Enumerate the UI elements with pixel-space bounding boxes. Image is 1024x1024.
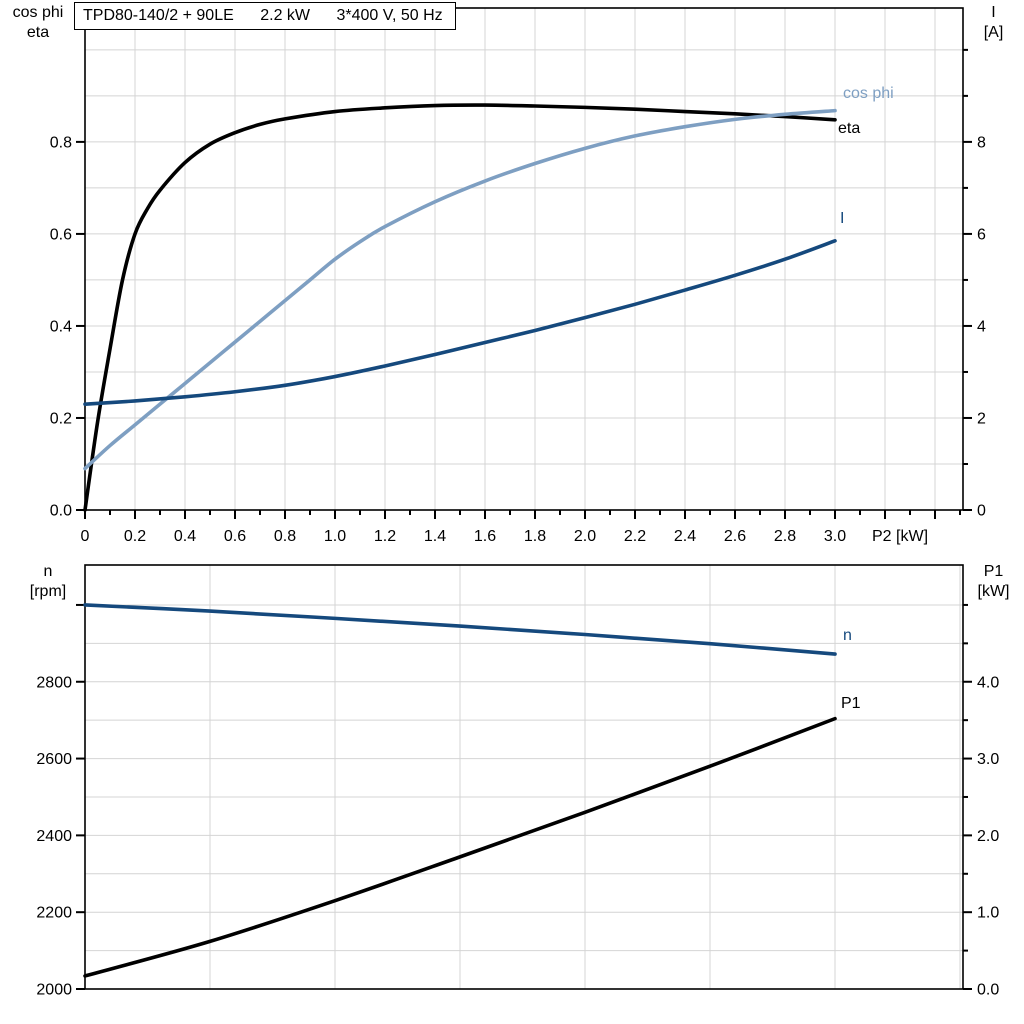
curve-speed <box>83 603 837 656</box>
chart-title-voltage: 3*400 V, 50 Hz <box>336 7 443 24</box>
plot-frame-top <box>84 7 964 511</box>
current-axis-label: I <box>991 4 996 21</box>
y-left-tick-label: 2600 <box>36 751 72 768</box>
gridlines-top <box>85 8 963 510</box>
y-left-tick-label: 0.8 <box>50 134 72 151</box>
y-right-tick-label: 2 <box>977 410 986 427</box>
curve-current <box>83 239 837 406</box>
input-power-axis-unit-label: [kW] <box>977 583 1010 600</box>
top-left-axis-title: cos phi eta <box>0 3 76 43</box>
y-right-ticks-top: 0 2 4 6 8 <box>963 48 986 520</box>
y-right-ticks-bottom: 0.0 1.0 2.0 3.0 4.0 <box>963 603 999 999</box>
y-left-tick-label: 2000 <box>36 982 72 999</box>
chart-title-power: 2.2 kW <box>260 7 311 24</box>
x-tick-label: 1.2 <box>374 528 396 545</box>
y-right-tick-label: 8 <box>977 134 986 151</box>
current-axis-unit-label: [A] <box>983 24 1004 41</box>
y-left-tick-label: 0.2 <box>50 410 72 427</box>
curve-cos-phi <box>83 108 837 471</box>
x-tick-label: 2.8 <box>774 528 796 545</box>
x-axis-ticks-top: 0 0.2 0.4 0.6 0.8 1.0 1.2 1.4 1.6 1.8 2.0 2.2 2.4 2.6… <box>81 510 961 545</box>
curve-label-cos-phi: cos phi <box>843 85 894 102</box>
y-right-tick-label: 3.0 <box>977 751 999 768</box>
bottom-left-axis-title: n [rpm] <box>12 562 84 602</box>
curve-eta <box>83 103 837 512</box>
eta-axis-label: eta <box>26 24 50 41</box>
cos-phi-axis-label: cos phi <box>12 4 64 21</box>
y-right-tick-label: 2.0 <box>977 828 999 845</box>
chart-title-box: TPD80-140/2 + 90LE 2.2 kW 3*400 V, 50 Hz <box>74 2 456 30</box>
speed-axis-unit-label: [rpm] <box>29 583 67 600</box>
x-tick-label: 2.0 <box>574 528 596 545</box>
curve-label-current: I <box>840 210 844 227</box>
x-tick-label: 0.8 <box>274 528 296 545</box>
y-right-tick-label: 0 <box>977 503 986 520</box>
x-tick-label: 0.2 <box>124 528 146 545</box>
curve-input-power <box>83 716 837 978</box>
y-right-tick-label: 4.0 <box>977 674 999 691</box>
panel-top: 0 0.2 0.4 0.6 0.8 1.0 1.2 1.4 1.6 1.8 2.0 2.2 2.4 2.6… <box>50 7 986 545</box>
input-power-axis-label: P1 <box>983 563 1004 580</box>
y-left-tick-label: 2400 <box>36 828 72 845</box>
y-right-tick-label: 6 <box>977 226 986 243</box>
y-left-tick-label: 2200 <box>36 905 72 922</box>
x-tick-label: 1.6 <box>474 528 496 545</box>
x-axis-title: P2 [kW] <box>872 528 928 545</box>
panel-bottom: 2000 2200 2400 2600 2800 0.0 1.0 2.0 3.0 4.0 n P1 <box>36 564 999 999</box>
y-right-tick-label: 1.0 <box>977 905 999 922</box>
x-tick-label: 2.4 <box>674 528 696 545</box>
y-left-tick-label: 2800 <box>36 674 72 691</box>
x-tick-label: 2.6 <box>724 528 746 545</box>
x-tick-label: 1.4 <box>424 528 446 545</box>
speed-axis-label: n <box>43 563 53 580</box>
curve-label-speed: n <box>843 627 852 644</box>
y-left-ticks-top: 0.0 0.2 0.4 0.6 0.8 <box>50 134 85 520</box>
y-left-tick-label: 0.6 <box>50 226 72 243</box>
gridlines-bottom <box>85 565 963 989</box>
x-tick-label: 3.0 <box>824 528 846 545</box>
y-left-tick-label: 0.4 <box>50 318 72 335</box>
y-right-tick-label: 4 <box>977 318 986 335</box>
x-tick-label: 1.8 <box>524 528 546 545</box>
chart-title-model: TPD80-140/2 + 90LE <box>83 7 234 24</box>
x-tick-label: 0.6 <box>224 528 246 545</box>
bottom-right-axis-title: P1 [kW] <box>963 562 1024 602</box>
y-left-ticks-bottom: 2000 2200 2400 2600 2800 <box>36 603 85 999</box>
top-right-axis-title: I [A] <box>963 3 1024 43</box>
y-right-tick-label: 0.0 <box>977 982 999 999</box>
x-tick-label: 2.2 <box>624 528 646 545</box>
x-tick-label: 0 <box>81 528 90 545</box>
curve-label-eta: eta <box>838 120 860 137</box>
x-tick-label: 1.0 <box>324 528 346 545</box>
x-tick-label: 0.4 <box>174 528 196 545</box>
y-left-tick-label: 0.0 <box>50 503 72 520</box>
plot-frame-bottom <box>84 564 964 990</box>
curve-label-input-power: P1 <box>841 695 861 712</box>
